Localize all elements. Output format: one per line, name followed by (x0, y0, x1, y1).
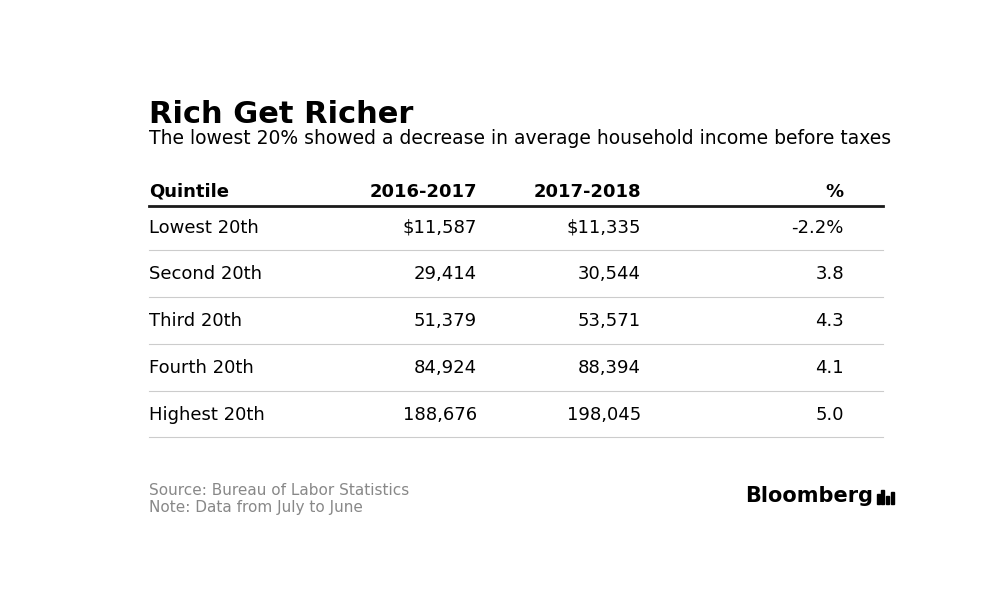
Text: 29,414: 29,414 (414, 265, 477, 283)
Text: The lowest 20% showed a decrease in average household income before taxes: The lowest 20% showed a decrease in aver… (149, 129, 891, 148)
Text: 3.8: 3.8 (816, 265, 844, 283)
Bar (881, 491, 884, 504)
Text: Source: Bureau of Labor Statistics: Source: Bureau of Labor Statistics (149, 483, 410, 498)
Text: 198,045: 198,045 (567, 406, 641, 424)
Text: 4.3: 4.3 (815, 312, 844, 330)
Text: $11,335: $11,335 (567, 219, 641, 236)
Text: 2017-2018: 2017-2018 (534, 183, 641, 200)
Text: 5.0: 5.0 (816, 406, 844, 424)
Bar (877, 494, 880, 504)
Bar (886, 496, 889, 504)
Text: Bloomberg: Bloomberg (745, 486, 873, 506)
Text: 188,676: 188,676 (403, 406, 477, 424)
Text: $11,587: $11,587 (403, 219, 477, 236)
Text: 88,394: 88,394 (578, 359, 641, 377)
Text: Fourth 20th: Fourth 20th (149, 359, 254, 377)
Text: 30,544: 30,544 (578, 265, 641, 283)
Text: 84,924: 84,924 (414, 359, 477, 377)
Text: Highest 20th: Highest 20th (149, 406, 265, 424)
Text: Lowest 20th: Lowest 20th (149, 219, 259, 236)
Text: -2.2%: -2.2% (792, 219, 844, 236)
Text: 2016-2017: 2016-2017 (370, 183, 477, 200)
Text: 51,379: 51,379 (414, 312, 477, 330)
Text: 4.1: 4.1 (816, 359, 844, 377)
Text: 53,571: 53,571 (578, 312, 641, 330)
Text: Quintile: Quintile (149, 183, 230, 200)
Text: %: % (826, 183, 844, 200)
Text: Second 20th: Second 20th (149, 265, 262, 283)
Text: Note: Data from July to June: Note: Data from July to June (149, 499, 364, 515)
Text: Rich Get Richer: Rich Get Richer (149, 100, 414, 129)
Bar (890, 492, 894, 504)
Text: Third 20th: Third 20th (149, 312, 243, 330)
